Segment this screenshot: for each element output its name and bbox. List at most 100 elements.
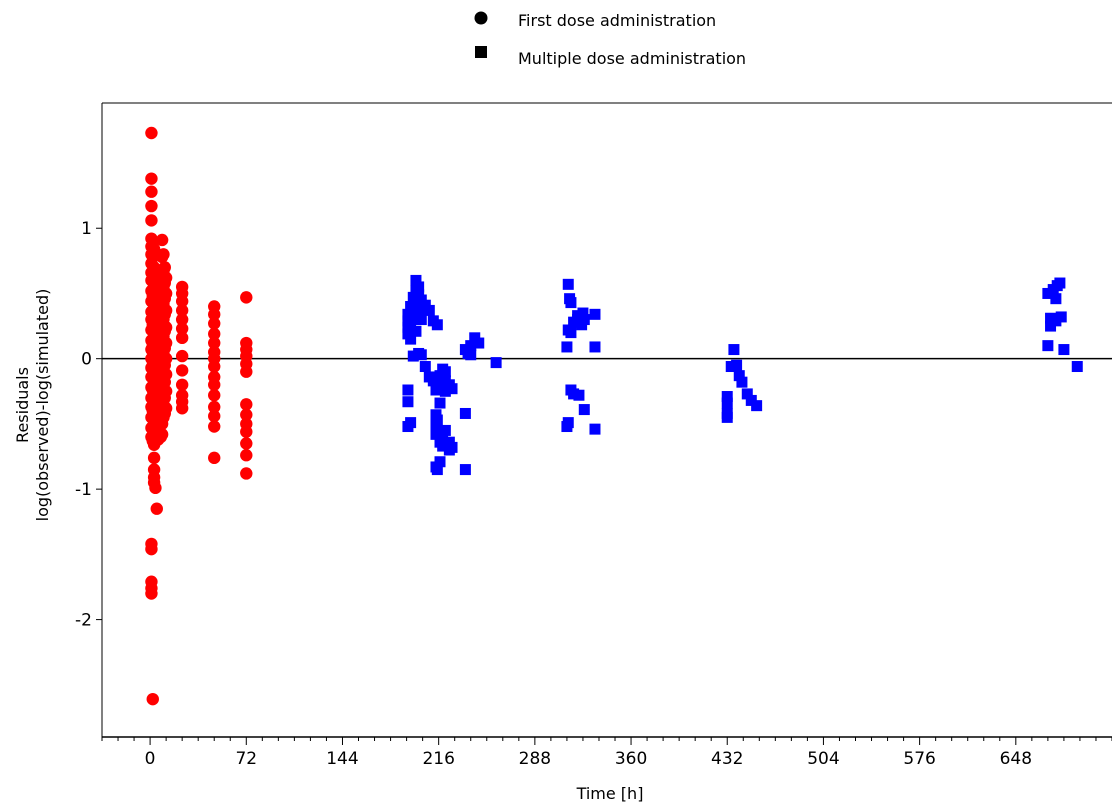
data-point-first-dose — [159, 336, 173, 350]
data-point-multiple-dose — [431, 319, 443, 331]
data-point-first-dose — [208, 308, 221, 321]
data-point-multiple-dose — [561, 341, 573, 353]
y-tick-label: -1 — [75, 480, 92, 500]
data-point-multiple-dose — [589, 341, 601, 353]
data-point-first-dose — [240, 291, 253, 304]
data-point-first-dose — [240, 365, 253, 378]
data-point-multiple-dose — [402, 384, 414, 396]
data-point-multiple-dose — [410, 274, 422, 286]
data-point-multiple-dose — [573, 389, 585, 401]
data-point-multiple-dose — [1042, 340, 1054, 352]
data-point-first-dose — [159, 304, 173, 317]
data-point-multiple-dose — [402, 396, 414, 408]
legend-marker-circle — [474, 11, 488, 25]
data-point-first-dose — [155, 233, 169, 247]
data-point-multiple-dose — [405, 417, 417, 429]
data-point-first-dose — [208, 327, 221, 341]
data-point-multiple-dose — [728, 344, 740, 356]
data-point-multiple-dose — [415, 314, 427, 326]
y-tick-label: 0 — [81, 350, 92, 370]
data-point-first-dose — [175, 295, 189, 308]
x-tick-label: 432 — [711, 749, 743, 769]
data-point-multiple-dose — [721, 411, 733, 423]
legend-label-multiple-dose: Multiple dose administration — [518, 49, 746, 68]
data-point-multiple-dose — [405, 333, 417, 345]
data-point-multiple-dose — [459, 407, 471, 419]
data-point-first-dose — [240, 437, 253, 450]
data-point-multiple-dose — [405, 316, 417, 328]
data-point-multiple-dose — [473, 337, 485, 349]
data-point-multiple-dose — [439, 366, 451, 378]
data-point-multiple-dose — [565, 327, 577, 339]
data-point-first-dose — [175, 331, 189, 345]
data-point-first-dose — [145, 172, 158, 185]
data-point-first-dose — [208, 317, 221, 330]
data-point-multiple-dose — [589, 308, 601, 320]
data-point-first-dose — [145, 214, 158, 227]
data-point-multiple-dose — [741, 388, 753, 400]
data-point-first-dose — [208, 336, 221, 350]
data-point-multiple-dose — [490, 357, 502, 369]
data-point-first-dose — [150, 502, 163, 515]
legend: First dose administration Multiple dose … — [474, 11, 746, 68]
data-point-first-dose — [146, 692, 159, 706]
data-point-multiple-dose — [437, 440, 449, 452]
data-point-first-dose — [145, 199, 158, 213]
data-point-first-dose — [159, 321, 173, 334]
data-point-multiple-dose — [562, 278, 574, 290]
y-axis-title-line1: Residuals — [13, 367, 32, 443]
data-point-multiple-dose — [733, 370, 745, 382]
data-point-multiple-dose — [1050, 293, 1062, 305]
data-point-multiple-dose — [439, 385, 451, 397]
x-tick-label: 0 — [145, 749, 156, 769]
x-axis-title: Time [h] — [576, 784, 644, 803]
x-tick-label: 72 — [235, 749, 257, 769]
x-tick-label: 144 — [326, 749, 358, 769]
legend-marker-square — [475, 46, 487, 58]
data-point-multiple-dose — [431, 414, 443, 426]
data-point-multiple-dose — [439, 424, 451, 436]
data-point-first-dose — [208, 378, 221, 391]
data-point-first-dose — [208, 409, 221, 423]
data-point-first-dose — [159, 402, 173, 415]
data-point-multiple-dose — [1058, 344, 1070, 356]
axis-ticks: 0 72 144 216 288 360 432 504 576 648 -2 -1 0 1 — [75, 219, 1112, 769]
data-point-first-dose — [157, 248, 170, 261]
data-point-multiple-dose — [736, 376, 748, 388]
data-point-first-dose — [145, 126, 158, 140]
data-point-first-dose — [175, 402, 189, 415]
data-point-first-dose — [149, 481, 162, 495]
x-tick-label: 216 — [422, 749, 454, 769]
plot-frame — [101, 102, 1112, 738]
data-point-first-dose — [145, 587, 158, 600]
data-point-first-dose — [208, 389, 221, 402]
data-point-multiple-dose — [731, 359, 743, 371]
data-point-multiple-dose — [562, 417, 574, 429]
data-point-multiple-dose — [423, 304, 435, 316]
data-point-multiple-dose — [446, 383, 458, 395]
data-point-first-dose — [175, 364, 189, 377]
data-point-multiple-dose — [578, 314, 590, 326]
data-point-first-dose — [240, 425, 253, 438]
x-tick-label: 648 — [1000, 749, 1032, 769]
data-point-multiple-dose — [434, 397, 446, 409]
data-point-multiple-dose — [465, 349, 477, 361]
data-point-first-dose — [159, 368, 173, 381]
data-point-first-dose — [240, 398, 253, 411]
data-point-multiple-dose — [751, 400, 763, 412]
data-point-first-dose — [145, 542, 158, 556]
data-point-multiple-dose — [578, 404, 590, 416]
x-tick-label: 504 — [807, 749, 839, 769]
data-point-multiple-dose — [721, 397, 733, 409]
data-point-first-dose — [159, 352, 173, 365]
x-tick-label: 288 — [519, 749, 551, 769]
data-point-multiple-dose — [577, 307, 589, 319]
data-point-multiple-dose — [1055, 311, 1067, 323]
data-point-multiple-dose — [413, 303, 425, 315]
data-point-multiple-dose — [459, 464, 471, 476]
data-point-first-dose — [175, 378, 189, 391]
x-tick-label: 360 — [615, 749, 647, 769]
data-point-first-dose — [159, 287, 173, 300]
data-point-multiple-dose — [437, 432, 449, 444]
